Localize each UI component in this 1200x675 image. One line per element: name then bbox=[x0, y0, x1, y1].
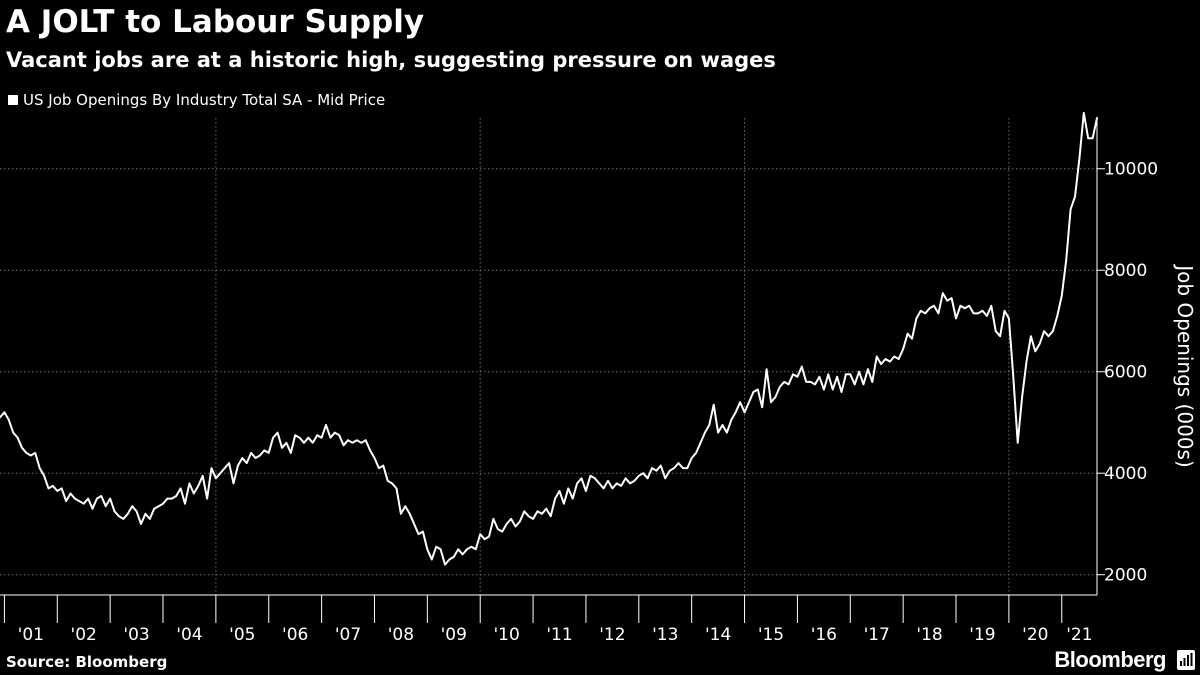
chart-subtitle: Vacant jobs are at a historic high, sugg… bbox=[6, 48, 776, 72]
x-tick-label: '18 bbox=[916, 625, 942, 645]
x-tick-label: '12 bbox=[599, 625, 625, 645]
x-tick-label: '06 bbox=[282, 625, 308, 645]
x-tick-label: '07 bbox=[335, 625, 361, 645]
series-line bbox=[0, 111, 1098, 566]
bloomberg-logo: Bloomberg bbox=[1054, 647, 1166, 672]
y-tick-label: 2000 bbox=[1104, 566, 1147, 586]
y-tick-label: 8000 bbox=[1104, 261, 1147, 281]
legend-label: US Job Openings By Industry Total SA - M… bbox=[23, 91, 386, 109]
x-tick-label: '01 bbox=[18, 625, 44, 645]
x-tick-label: '19 bbox=[969, 625, 995, 645]
x-tick-label: '05 bbox=[229, 625, 255, 645]
x-tick-label: '10 bbox=[493, 625, 519, 645]
x-tick-label: '14 bbox=[705, 625, 731, 645]
y-tick-label: 6000 bbox=[1104, 363, 1147, 383]
series-group bbox=[0, 111, 1098, 566]
x-tick-label: '15 bbox=[758, 625, 784, 645]
axes bbox=[0, 118, 1098, 596]
horizontal-gridlines bbox=[0, 168, 1097, 576]
chart-title: A JOLT to Labour Supply bbox=[6, 4, 425, 40]
x-tick-label: '16 bbox=[811, 625, 837, 645]
vertical-gridlines bbox=[215, 118, 1010, 595]
x-tick-label: '02 bbox=[71, 625, 97, 645]
x-axis-ticks: '01 '02 '03 '04 '05 '06 '07 '08 '09 '10 '11 '12 '13 '… bbox=[3, 595, 1093, 645]
x-tick-label: '03 bbox=[123, 625, 149, 645]
x-tick-label: '11 bbox=[546, 625, 572, 645]
x-tick-label: '20 bbox=[1022, 625, 1048, 645]
source-note: Source: Bloomberg bbox=[6, 653, 168, 671]
x-tick-label: '09 bbox=[441, 625, 467, 645]
bloomberg-terminal-icon bbox=[1177, 650, 1195, 670]
y-tick-label: 10000 bbox=[1104, 160, 1158, 180]
x-tick-label: '17 bbox=[864, 625, 890, 645]
legend-swatch bbox=[8, 95, 18, 105]
x-tick-label: '13 bbox=[652, 625, 678, 645]
legend: US Job Openings By Industry Total SA - M… bbox=[8, 90, 385, 110]
y-axis-title: Job Openings (000s) bbox=[1173, 263, 1197, 468]
x-tick-label: '21 bbox=[1066, 625, 1092, 645]
y-tick-label: 4000 bbox=[1104, 464, 1147, 484]
x-tick-label: '04 bbox=[176, 625, 202, 645]
y-axis-ticks: 2000 4000 6000 8000 10000 bbox=[1097, 160, 1158, 586]
x-tick-label: '08 bbox=[388, 625, 414, 645]
